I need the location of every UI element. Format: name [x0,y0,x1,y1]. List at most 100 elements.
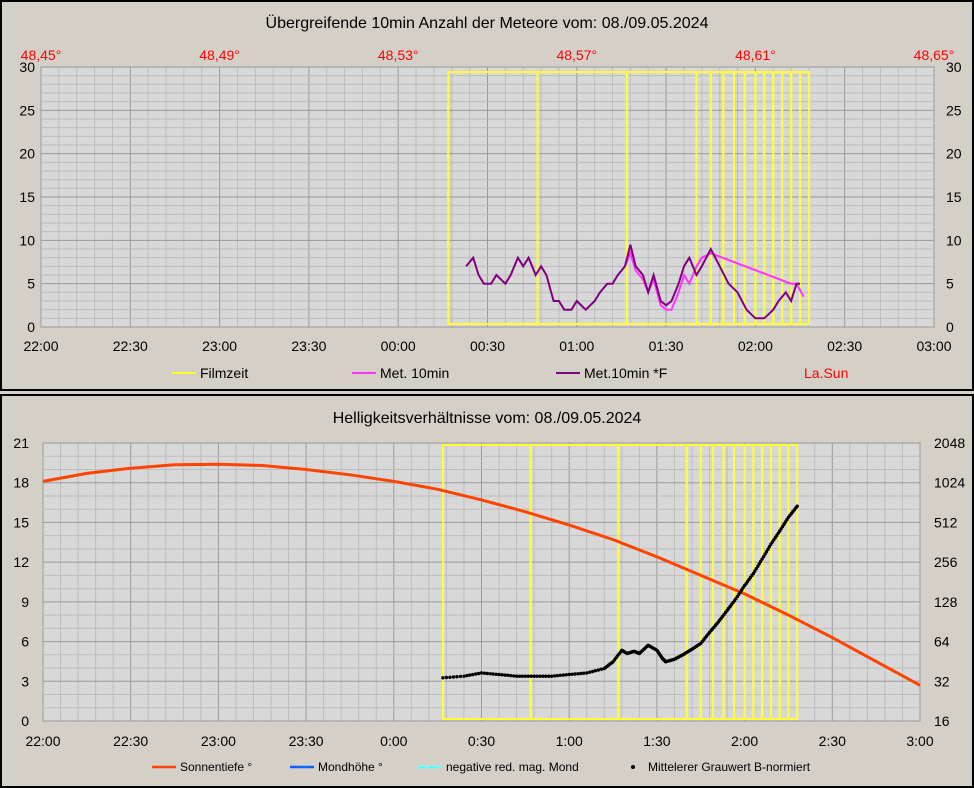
grauwert-point [767,545,772,549]
grauwert-point [547,674,551,678]
x-tick-label: 22:30 [113,338,148,354]
brightness-panel: Helligkeitsverhältnisse vom: 08./09.05.2… [0,394,974,788]
legend-item-mondhoehe: Mondhöhe ° [318,760,383,774]
top-axis-label: 48,57° [556,47,597,63]
x-tick-label: 23:00 [202,338,237,354]
y-tick-label-right: 512 [934,514,958,530]
grauwert-point [462,674,466,678]
axis-labels: 22:00 22:30 23:00 23:30 00:00 00:30 01:00 01:30… [19,47,961,354]
top-axis-label: 48,49° [199,47,240,63]
legend-item-grauwert: Mittelerer Grauwert B-normiert [648,760,811,774]
series-lines [465,244,805,320]
grauwert-point [497,672,501,677]
chart-title: Helligkeitsverhältnisse vom: 08./09.05.2… [333,410,642,427]
x-tick-label: 2:00 [731,733,758,749]
x-tick-label: 2:30 [819,733,846,749]
grauwert-point [458,674,463,679]
x-tick-label: 00:30 [470,338,505,354]
grauwert-point [795,504,799,508]
grauwert-point [523,674,528,678]
y-tick-label-right: 20 [946,146,962,162]
legend: Sonnentiefe ° Mondhöhe ° negative red. m… [152,760,811,774]
grauwert-point [761,554,766,559]
x-tick-label: 02:30 [827,338,862,354]
grauwert-point [506,673,510,677]
top-axis-label: 48,61° [735,47,776,63]
legend-item-met10f: Met.10min *F [584,365,667,381]
grid [42,442,921,722]
series-lines [42,462,921,687]
y-tick-label-left: 21 [13,435,29,451]
series-met10f-line [465,244,800,320]
y-tick-label-right: 1024 [934,475,965,491]
x-tick-label: 23:30 [289,733,324,749]
grauwert-point [538,674,542,678]
y-tick-label-left: 0 [21,713,29,729]
grauwert-point [567,672,571,677]
grauwert-point [541,674,545,678]
grauwert-point [582,671,586,675]
grauwert-point [532,674,536,678]
y-tick-label-right: 16 [934,713,950,729]
x-tick-label: 01:30 [649,338,684,354]
y-tick-label-right: 15 [946,189,962,205]
y-tick-label-left: 25 [19,102,35,118]
y-tick-label-left: 10 [19,232,35,248]
y-tick-label-right: 2048 [934,435,965,451]
x-tick-label: 00:00 [381,338,416,354]
x-tick-label: 01:00 [559,338,594,354]
grauwert-point [526,674,530,678]
y-tick-label-left: 30 [19,59,35,75]
axis-labels: 22:00 22:30 23:00 23:30 0:00 0:30 1:00 1:30 2:00… [13,435,965,749]
grauwert-point [579,671,583,676]
legend-item-sonnentiefe: Sonnentiefe ° [180,760,252,774]
x-tick-label: 0:30 [468,733,495,749]
x-tick-label: 3:00 [906,733,933,749]
grauwert-point [444,675,449,680]
grauwert-point [503,673,507,677]
grauwert-point [465,673,469,678]
grauwert-point [488,672,492,676]
legend-item-filmzeit: Filmzeit [200,365,248,381]
grauwert-point [491,672,495,676]
grauwert-point [555,673,560,678]
legend: Filmzeit Met. 10min Met.10min *F La.Sun [172,365,848,381]
grauwert-point [529,674,533,678]
grauwert-point [451,675,456,679]
filmzeit-blocks [441,444,799,720]
series-sonnentiefe-line [42,462,921,687]
grauwert-point [471,672,475,677]
x-tick-label: 22:00 [25,733,60,749]
y-tick-label-right: 32 [934,673,950,689]
grauwert-point [570,672,574,676]
legend-swatch-grauwert [631,765,635,769]
filmzeit-block [799,71,810,325]
grauwert-point [455,675,459,679]
x-tick-label: 03:00 [916,338,951,354]
x-tick-label: 23:00 [201,733,236,749]
filmzeit-blocks [447,71,810,325]
grauwert-point [482,671,487,675]
grauwert-point [558,673,563,677]
y-tick-label-right: 25 [946,102,962,118]
grauwert-point [576,672,580,676]
grauwert-point [596,668,601,672]
y-tick-label-right: 128 [934,594,958,610]
grauwert-point [476,671,481,676]
grauwert-point [766,547,770,551]
grauwert-point [599,667,604,671]
grauwert-point [552,674,557,678]
series-met10-line [624,250,805,311]
x-tick-label: 0:00 [380,733,407,749]
top-axis-label: 48,65° [914,47,955,63]
grauwert-point [494,672,498,676]
grauwert-point [535,674,539,678]
legend-item-negmond: negative red. mag. Mond [446,760,579,774]
grauwert-point [764,550,769,554]
y-tick-label-left: 15 [13,514,29,530]
grauwert-point [500,673,504,677]
grauwert-point [485,671,489,676]
x-tick-label: 1:00 [556,733,583,749]
y-tick-label-left: 0 [27,319,35,335]
grauwert-point [585,671,589,675]
